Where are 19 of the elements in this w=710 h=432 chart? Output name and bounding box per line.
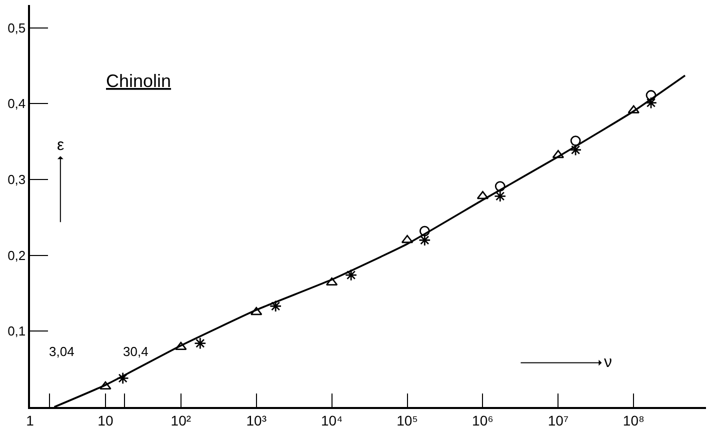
x-tick-label: 10² [170, 412, 192, 429]
annotation: 30,4 [123, 344, 148, 359]
y-tick-label: 0,5 [8, 20, 26, 36]
x-tick-label: 10 [98, 412, 114, 429]
y-tick-label: 0,4 [8, 96, 26, 112]
annotation: Chinolin [106, 71, 172, 91]
x-tick-label: 1 [26, 412, 34, 429]
y-tick-label: 0,3 [8, 172, 26, 187]
y-axis-title: ε [57, 137, 64, 154]
x-tick-label: 10⁵ [396, 412, 418, 429]
x-tick-label: 10⁸ [622, 412, 644, 429]
x-axis-title: ν [604, 354, 612, 371]
x-tick-label: 10³ [246, 412, 267, 429]
y-tick-label: 0,2 [8, 248, 26, 263]
x-tick-label: 10⁷ [548, 412, 568, 429]
annotation: 3,04 [49, 344, 74, 359]
x-tick-label: 10⁶ [472, 412, 494, 429]
y-tick-label: 0,1 [8, 324, 26, 339]
x-tick-label: 10⁴ [321, 412, 343, 429]
